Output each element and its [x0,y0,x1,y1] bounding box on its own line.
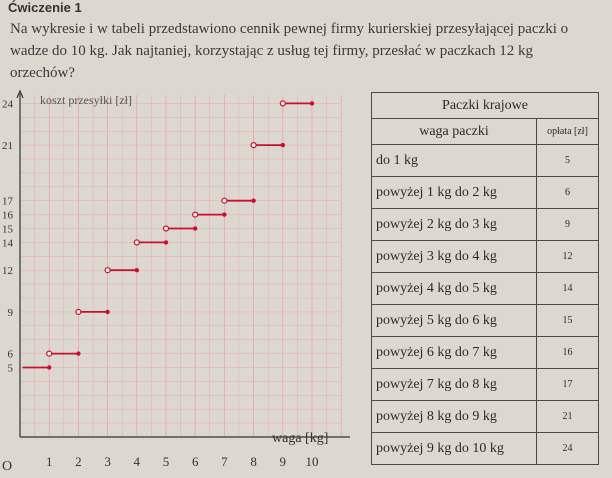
y-tick-label: 14 [2,237,14,249]
step-closed-point [134,268,139,273]
fee-cell: 21 [535,400,600,433]
y-tick-label: 16 [2,210,14,222]
col-fee-header: opłata [zł] [535,118,600,145]
x-tick-label: 4 [134,454,141,469]
table-row: powyżej 5 kg do 6 kg 15 [371,304,600,337]
fee-cell: 16 [535,336,600,369]
step-open-point [250,142,257,149]
fee-cell: 14 [535,272,600,305]
x-tick-label: 2 [75,454,82,469]
table-row: do 1 kg 5 [371,144,600,177]
step-closed-point [163,240,169,245]
y-tick-label: 9 [8,307,14,319]
y-tick-label: 5 [8,363,14,375]
step-open-point [46,350,53,357]
x-tick-label: 10 [306,454,319,469]
col-weight-header: waga paczki [371,118,537,145]
step-closed-point [251,198,256,203]
y-axis-arrow [16,89,24,99]
y-tick-label: 21 [2,140,13,152]
fee-cell: 6 [535,176,600,209]
weight-cell: powyżej 9 kg do 10 kg [371,432,537,465]
weight-cell: powyżej 8 kg do 9 kg [371,400,537,433]
weight-cell: powyżej 3 kg do 4 kg [371,240,537,273]
x-tick-label: 1 [46,454,53,469]
x-tick-label: 7 [221,454,228,469]
weight-cell: do 1 kg [371,144,537,177]
y-tick-label: 15 [2,224,14,236]
y-axis-label: koszt przesyłki [zł] [40,93,132,107]
table-row: powyżej 2 kg do 3 kg 9 [371,208,600,241]
x-tick-label: 9 [280,454,287,469]
weight-cell: powyżej 5 kg do 6 kg [371,304,537,337]
step-closed-point [280,142,285,148]
step-closed-point [309,101,315,106]
fee-cell: 24 [535,432,600,465]
table-row: powyżej 9 kg do 10 kg 24 [371,432,600,465]
step-closed-point [47,365,52,370]
fee-cell: 17 [535,368,600,401]
y-tick-label: 12 [2,265,13,277]
x-tick-label: 5 [163,454,170,469]
fee-cell: 5 [535,144,600,177]
step-open-point [75,308,82,315]
step-closed-point [76,351,81,356]
step-open-point [279,100,286,107]
step-open-point [221,197,228,204]
exercise-text: Na wykresie i w tabeli przedstawiono cen… [10,21,569,81]
weight-cell: powyżej 2 kg do 3 kg [371,208,537,241]
weight-cell: powyżej 6 kg do 7 kg [371,336,537,369]
chart-steps [22,100,315,370]
weight-cell: powyżej 7 kg do 8 kg [371,368,537,401]
table-row: powyżej 8 kg do 9 kg 21 [371,400,600,433]
chart-axes [16,89,350,438]
chart-grid [19,95,342,438]
x-tick-label: 6 [192,454,199,469]
origin-label: O [2,459,12,474]
x-tick-label: 8 [250,454,257,469]
price-table: Paczki krajowe waga paczki opłata [zł] d… [370,92,600,465]
fee-cell: 15 [535,304,600,337]
fee-cell: 9 [535,208,600,241]
step-open-point [192,211,199,218]
table-row: powyżej 1 kg do 2 kg 6 [371,176,600,209]
y-tick-label: 6 [8,349,14,361]
step-open-point [104,267,111,274]
fee-cell: 12 [535,240,600,273]
table-row: powyżej 6 kg do 7 kg 16 [371,336,600,369]
x-axis-label: waga [kg] [272,431,328,446]
step-open-point [162,225,170,232]
x-tick-label: 3 [104,454,111,469]
exercise-title: Ćwiczenie 1 [8,0,82,15]
step-open-point [133,239,140,246]
step-closed-point [105,309,110,315]
table-row: powyżej 4 kg do 5 kg 14 [371,272,600,305]
table-row: powyżej 3 kg do 4 kg 12 [371,240,600,273]
table-title: Paczki krajowe [370,92,600,119]
table-row: powyżej 7 kg do 8 kg 17 [371,368,600,401]
weight-cell: powyżej 1 kg do 2 kg [371,176,537,209]
weight-cell: powyżej 4 kg do 5 kg [371,272,537,305]
y-tick-label: 17 [2,196,14,208]
step-closed-point [193,226,198,231]
y-tick-label: 24 [2,98,14,110]
step-closed-point [222,212,227,217]
